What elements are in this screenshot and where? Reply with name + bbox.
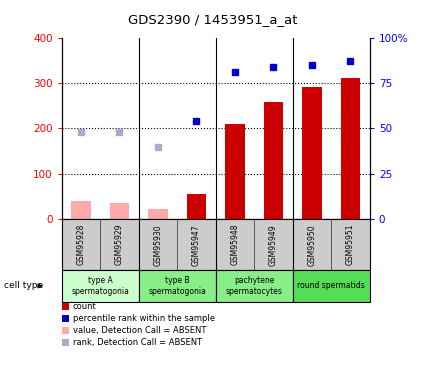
Text: GSM95949: GSM95949 xyxy=(269,224,278,266)
Text: GSM95928: GSM95928 xyxy=(76,224,85,266)
Text: GSM95948: GSM95948 xyxy=(230,224,239,266)
Text: GSM95951: GSM95951 xyxy=(346,224,355,266)
Bar xyxy=(148,209,167,219)
Text: GSM95950: GSM95950 xyxy=(307,224,317,266)
Text: GSM95930: GSM95930 xyxy=(153,224,162,266)
Text: rank, Detection Call = ABSENT: rank, Detection Call = ABSENT xyxy=(73,338,202,347)
Text: cell type: cell type xyxy=(4,281,43,291)
Text: pachytene
spermatocytes: pachytene spermatocytes xyxy=(226,276,283,296)
Bar xyxy=(71,201,91,219)
Bar xyxy=(264,102,283,219)
Text: GSM95947: GSM95947 xyxy=(192,224,201,266)
Text: count: count xyxy=(73,302,96,311)
Bar xyxy=(110,204,129,219)
Text: GDS2390 / 1453951_a_at: GDS2390 / 1453951_a_at xyxy=(128,13,297,26)
Bar xyxy=(302,87,322,219)
Bar xyxy=(187,194,206,219)
Text: type B
spermatogonia: type B spermatogonia xyxy=(148,276,206,296)
Text: round spermatids: round spermatids xyxy=(298,281,365,291)
Bar xyxy=(341,78,360,219)
Text: type A
spermatogonia: type A spermatogonia xyxy=(71,276,129,296)
Bar xyxy=(225,124,244,219)
Text: value, Detection Call = ABSENT: value, Detection Call = ABSENT xyxy=(73,326,206,335)
Text: percentile rank within the sample: percentile rank within the sample xyxy=(73,314,215,323)
Text: GSM95929: GSM95929 xyxy=(115,224,124,266)
